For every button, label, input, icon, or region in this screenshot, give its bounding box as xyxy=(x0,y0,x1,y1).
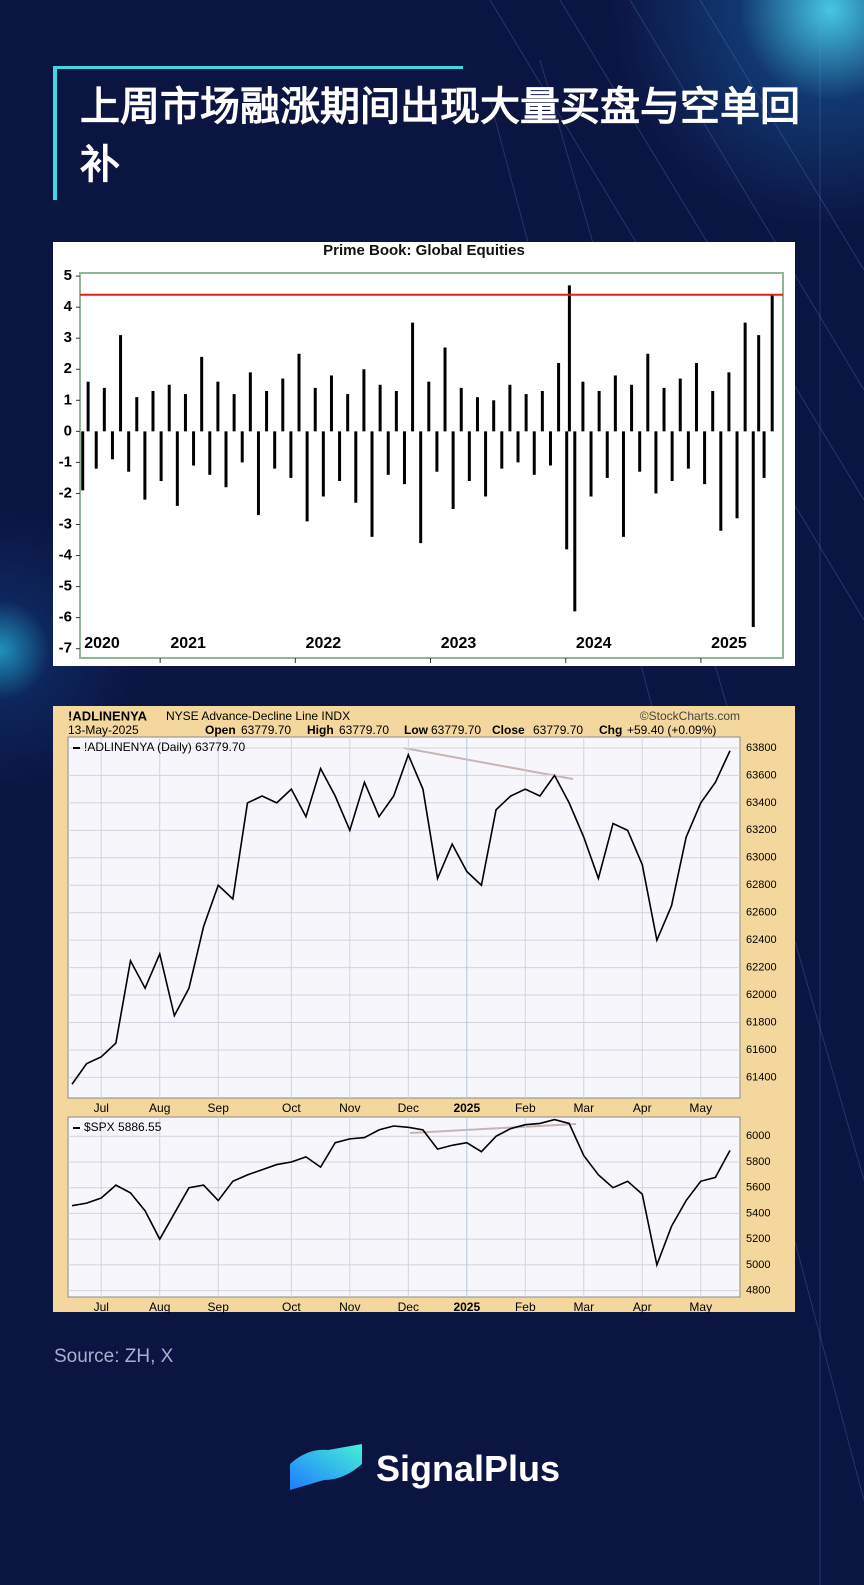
stat-value: 63779.70 xyxy=(241,723,291,737)
x-tick-label: Apr xyxy=(633,1101,652,1115)
x-tick-label: Nov xyxy=(339,1300,360,1314)
x-tick-label: May xyxy=(689,1101,712,1115)
accent-line xyxy=(53,66,463,69)
series-line xyxy=(71,750,731,1085)
x-tick-label: Aug xyxy=(149,1300,170,1314)
y-tick-label: 5400 xyxy=(746,1207,770,1219)
legend-label: !ADLINENYA (Daily) 63779.70 xyxy=(84,740,246,754)
stat-label: Close xyxy=(492,723,525,737)
y-tick-label: -7 xyxy=(59,640,72,657)
x-tick-label: Jul xyxy=(94,1101,109,1115)
brand-logo xyxy=(290,1444,362,1490)
watermark: ©StockCharts.com xyxy=(640,709,740,723)
y-tick-label: 63800 xyxy=(746,742,777,754)
y-tick-label: 62200 xyxy=(746,962,777,974)
y-tick-label: -3 xyxy=(59,515,72,532)
x-tick-label: Feb xyxy=(515,1101,536,1115)
y-tick-label: 5 xyxy=(64,267,72,284)
y-tick-label: 62800 xyxy=(746,879,777,891)
y-tick-label: -4 xyxy=(59,547,73,564)
x-tick-label: Oct xyxy=(282,1300,301,1314)
x-tick-label: 2022 xyxy=(306,635,342,652)
x-tick-label: Dec xyxy=(398,1300,419,1314)
x-tick-label: 2020 xyxy=(84,635,120,652)
x-tick-label: Sep xyxy=(208,1101,230,1115)
stat-value: +59.40 (+0.09%) xyxy=(627,723,716,737)
y-tick-label: 5600 xyxy=(746,1182,770,1194)
y-tick-label: 4800 xyxy=(746,1284,770,1296)
stat-value: 63779.70 xyxy=(431,723,481,737)
y-tick-label: 61800 xyxy=(746,1016,777,1028)
y-tick-label: 3 xyxy=(64,329,72,346)
x-tick-label: 2025 xyxy=(711,635,747,652)
source: Source: ZH, X xyxy=(54,1346,174,1367)
legend-label: $SPX 5886.55 xyxy=(84,1120,162,1134)
y-tick-label: 62400 xyxy=(746,934,777,946)
accent-bar xyxy=(53,66,57,200)
y-tick-label: 0 xyxy=(64,422,72,439)
plot-area xyxy=(79,272,784,659)
chart-title: !ADLINENYA xyxy=(68,708,148,723)
x-tick-label: Apr xyxy=(633,1300,652,1314)
stat-label: Low xyxy=(404,723,429,737)
y-tick-label: 5000 xyxy=(746,1259,770,1271)
y-tick-label: 2 xyxy=(64,360,72,377)
plot-area xyxy=(67,736,741,1099)
y-tick-label: 6000 xyxy=(746,1130,770,1142)
x-tick-label: Feb xyxy=(515,1300,536,1314)
y-tick-label: 62600 xyxy=(746,907,777,919)
x-tick-label: 2025 xyxy=(453,1101,480,1115)
x-tick-label: Jul xyxy=(94,1300,109,1314)
y-tick-label: 63600 xyxy=(746,769,777,781)
stat-value: 63779.70 xyxy=(339,723,389,737)
x-tick-label: 2023 xyxy=(441,635,477,652)
x-tick-label: Nov xyxy=(339,1101,360,1115)
y-tick-label: -2 xyxy=(59,484,72,501)
y-tick-label: 1 xyxy=(64,391,72,408)
y-tick-label: 61600 xyxy=(746,1044,777,1056)
x-tick-label: Dec xyxy=(398,1101,419,1115)
x-tick-label: Sep xyxy=(208,1300,230,1314)
y-tick-label: 5800 xyxy=(746,1156,770,1168)
stat-label: Chg xyxy=(599,723,622,737)
y-tick-label: -1 xyxy=(59,453,72,470)
x-tick-label: 2024 xyxy=(576,635,612,652)
series-line xyxy=(71,1118,731,1268)
x-tick-label: 2021 xyxy=(170,635,206,652)
y-tick-label: 61400 xyxy=(746,1071,777,1083)
y-tick-label: -5 xyxy=(59,578,72,595)
y-tick-label: 62000 xyxy=(746,989,777,1001)
y-tick-label: 63000 xyxy=(746,852,777,864)
y-tick-label: 63400 xyxy=(746,797,777,809)
brand-name: SignalPlus xyxy=(376,1448,561,1489)
x-tick-label: Aug xyxy=(149,1101,170,1115)
y-tick-label: 4 xyxy=(64,298,73,315)
trend-line xyxy=(403,747,574,780)
y-tick-label: 63200 xyxy=(746,824,777,836)
x-tick-label: May xyxy=(689,1300,712,1314)
y-tick-label: 5200 xyxy=(746,1233,770,1245)
page-title: 上周市场融涨期间出现大量买盘与空单回补 xyxy=(80,84,800,188)
stat-label: Open xyxy=(205,723,236,737)
x-tick-label: Oct xyxy=(282,1101,301,1115)
stat-value: 63779.70 xyxy=(533,723,583,737)
plot-area xyxy=(67,1116,741,1298)
trend-line xyxy=(409,1123,577,1134)
stat-label: High xyxy=(307,723,334,737)
chart-title: Prime Book: Global Equities xyxy=(323,242,525,259)
y-tick-label: -6 xyxy=(59,609,72,626)
x-tick-label: Mar xyxy=(573,1101,594,1115)
date: 13-May-2025 xyxy=(68,723,139,737)
chart-subtitle: NYSE Advance-Decline Line INDX xyxy=(166,709,350,723)
x-tick-label: Mar xyxy=(573,1300,594,1314)
x-tick-label: 2025 xyxy=(453,1300,480,1314)
